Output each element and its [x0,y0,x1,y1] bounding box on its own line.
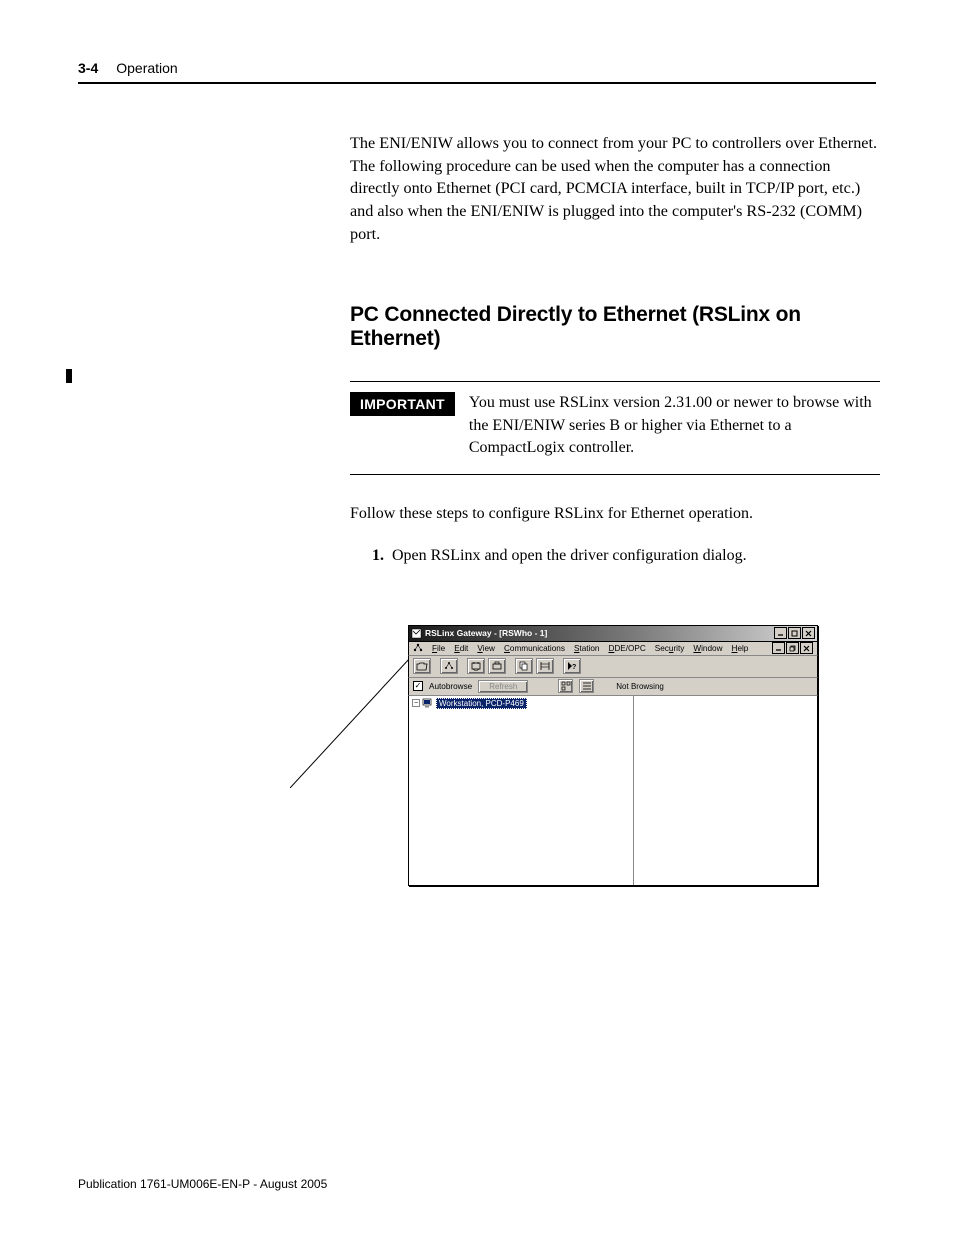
step-text: Open RSLinx and open the driver configur… [392,547,747,565]
header-section-title: Operation [116,60,177,76]
details-button[interactable] [579,679,594,693]
menu-communications[interactable]: Communications [504,644,565,653]
copy-button[interactable] [515,658,533,674]
page-number: 3-4 [78,60,98,76]
rswho-button[interactable] [440,658,458,674]
step-1: 1. Open RSLinx and open the driver confi… [372,547,880,565]
menu-file[interactable]: File [432,644,445,653]
menu-view[interactable]: View [477,644,495,653]
tree-root-label[interactable]: Workstation, PCD-P469 [436,698,527,709]
svg-text:?: ? [572,664,576,671]
toolbar: ? [408,656,818,678]
minimize-button[interactable] [774,627,787,639]
rslinx-window: RSLinx Gateway - [RSWho - 1] File Edit V… [408,625,818,886]
tree-pane[interactable]: − Workstation, PCD-P469 [409,696,634,885]
menu-station[interactable]: Station [574,644,600,653]
menu-window[interactable]: Window [693,644,722,653]
menubar: File Edit View Communications Station DD… [408,641,818,656]
callout-line [290,658,410,788]
help-button[interactable]: ? [563,658,581,674]
refresh-button[interactable]: Refresh [478,680,528,693]
app-icon [411,628,422,639]
window-title: RSLinx Gateway - [RSWho - 1] [425,628,774,638]
publication-footer: Publication 1761-UM006E-EN-P - August 20… [78,1177,327,1191]
mdi-close-button[interactable] [800,642,813,654]
change-bar [66,369,72,383]
menu-ddeopc[interactable]: DDE/OPC [608,644,645,653]
intro-paragraph: The ENI/ENIW allows you to connect from … [350,132,880,245]
mdi-restore-button[interactable] [786,642,799,654]
large-icons-button[interactable] [558,679,573,693]
section-heading: PC Connected Directly to Ethernet (RSLin… [350,303,880,351]
page-header: 3-4 Operation [78,60,876,84]
menu-help[interactable]: Help [732,644,749,653]
ladder-button[interactable] [536,658,554,674]
close-button[interactable] [802,627,815,639]
content-panes: − Workstation, PCD-P469 [408,696,818,886]
tree-collapse-icon[interactable]: − [412,699,420,707]
mdi-minimize-button[interactable] [772,642,785,654]
menu-security[interactable]: Security [655,644,685,653]
titlebar[interactable]: RSLinx Gateway - [RSWho - 1] [408,625,818,641]
follow-steps-text: Follow these steps to configure RSLinx f… [350,503,880,525]
tree-root-row[interactable]: − Workstation, PCD-P469 [412,698,630,709]
important-badge: IMPORTANT [350,392,455,416]
important-callout: IMPORTANT You must use RSLinx version 2.… [350,381,880,474]
mdi-icon [413,643,423,653]
screenshot-figure: RSLinx Gateway - [RSWho - 1] File Edit V… [290,625,880,895]
autobrowse-label: Autobrowse [429,682,472,691]
menu-edit[interactable]: Edit [454,644,468,653]
config-drivers-button[interactable] [488,658,506,674]
important-text: You must use RSLinx version 2.31.00 or n… [469,392,880,459]
step-number: 1. [372,547,384,565]
open-button[interactable] [413,658,431,674]
driver-config-button[interactable] [467,658,485,674]
browse-bar: ✓ Autobrowse Refresh Not Browsing [408,678,818,696]
maximize-button[interactable] [788,627,801,639]
list-pane[interactable] [634,696,817,885]
workstation-icon [422,698,434,708]
browse-status: Not Browsing [616,682,664,691]
autobrowse-checkbox[interactable]: ✓ [413,681,423,691]
